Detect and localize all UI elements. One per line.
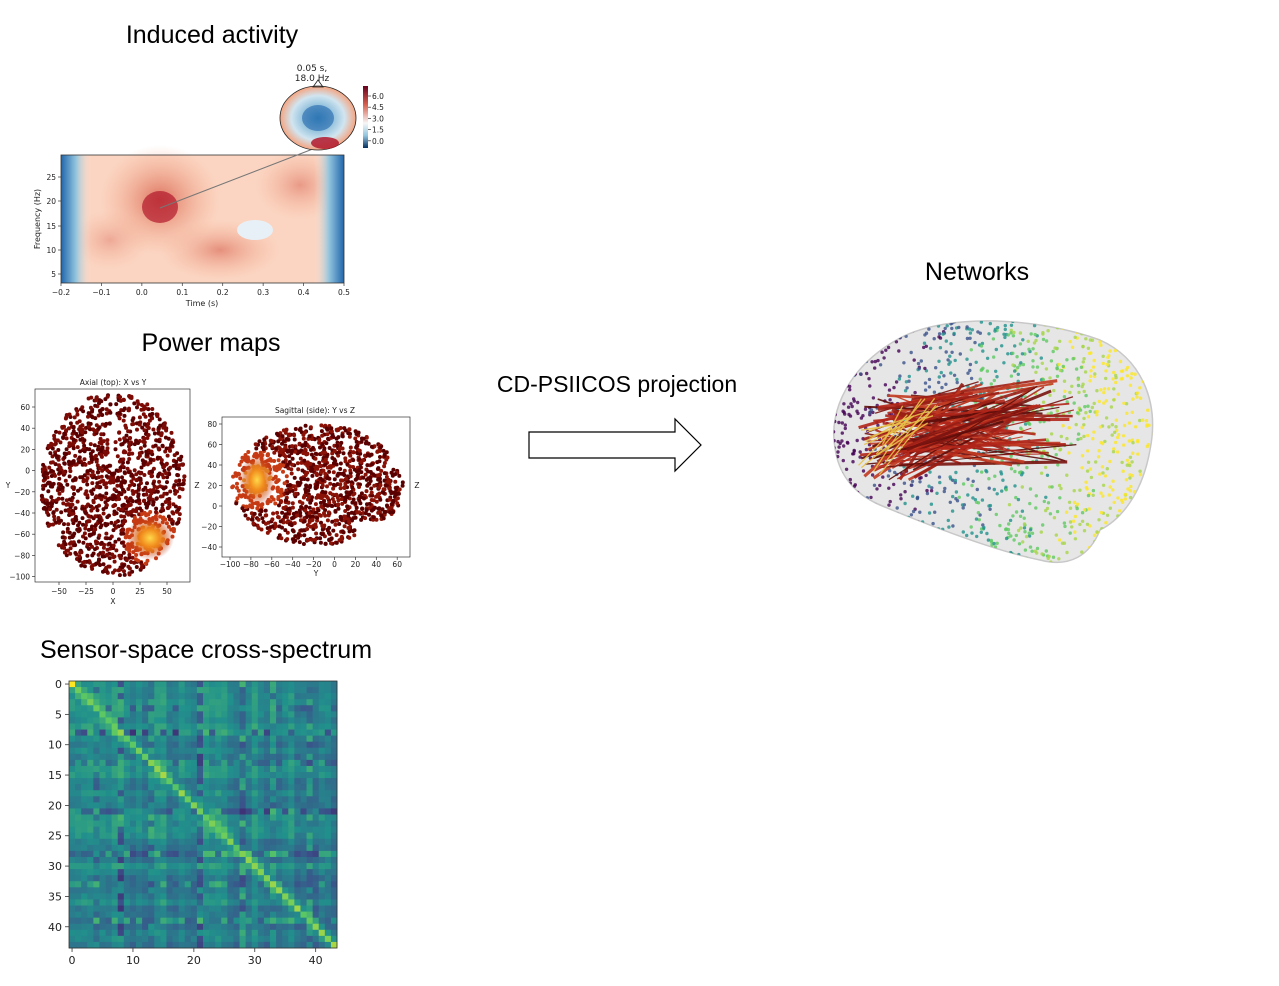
colorbar xyxy=(363,86,368,148)
tfr-ytick: 10 xyxy=(46,246,56,255)
axial-ytick: 20 xyxy=(20,445,30,454)
sagittal-xtick: −60 xyxy=(264,560,280,569)
axial-xlabel: X xyxy=(110,597,115,606)
cross-ytick: 40 xyxy=(48,921,62,934)
cross-xtick: 40 xyxy=(309,954,323,967)
sagittal-xtick: −80 xyxy=(243,560,259,569)
topo-label-time: 0.05 s, xyxy=(297,64,327,74)
colorbar-tick: 1.5 xyxy=(372,126,384,135)
sagittal-xtick: −40 xyxy=(285,560,301,569)
axial-ytick: −20 xyxy=(14,488,30,497)
sagittal-right-label: Z xyxy=(414,481,419,490)
axial-xtick: 25 xyxy=(135,587,145,596)
axial-ytick: −100 xyxy=(9,573,30,582)
axial-ytick: −60 xyxy=(14,530,30,539)
tfr-xtick: 0.5 xyxy=(338,288,350,297)
tfr-xtick: 0.2 xyxy=(217,288,229,297)
sagittal-ytick: 60 xyxy=(207,441,217,450)
topo-label-freq: 18.0 Hz xyxy=(295,74,330,84)
cross-ytick: 10 xyxy=(48,739,62,752)
sagittal-ytick: 0 xyxy=(212,502,217,511)
colorbar-tick: 0.0 xyxy=(372,137,384,146)
cross-spectrum-title: Sensor-space cross-spectrum xyxy=(39,636,373,664)
cross-ytick: 5 xyxy=(55,708,62,721)
cross-ytick: 30 xyxy=(48,860,62,873)
tfr-ytick: 5 xyxy=(51,270,56,279)
topomap xyxy=(279,79,357,151)
cross-ytick: 0 xyxy=(55,678,62,691)
sagittal-ytick: 80 xyxy=(207,420,217,429)
cross-xtick: 0 xyxy=(69,954,76,967)
tfr-xtick: 0.3 xyxy=(257,288,269,297)
cross-ytick: 35 xyxy=(48,890,62,903)
sagittal-ytick: −20 xyxy=(201,523,217,532)
tfr-xtick: 0.0 xyxy=(136,288,148,297)
tfr-xtick: −0.1 xyxy=(92,288,110,297)
axial-xtick: 0 xyxy=(111,587,116,596)
axial-ytick: 0 xyxy=(25,467,30,476)
tfr-xlabel: Time (s) xyxy=(185,299,219,308)
tfr-xtick: 0.1 xyxy=(176,288,188,297)
cross-xtick: 10 xyxy=(126,954,140,967)
cross-xtick: 20 xyxy=(187,954,201,967)
axial-ytick: −80 xyxy=(14,551,30,560)
colorbar-tick: 3.0 xyxy=(372,114,384,123)
sagittal-xtick: −100 xyxy=(220,560,241,569)
cross-ytick: 20 xyxy=(48,799,62,812)
induced-activity-title: Induced activity xyxy=(125,21,299,49)
sagittal-xtick: 40 xyxy=(372,560,382,569)
network-edges xyxy=(858,379,1077,481)
axial-ytick: 60 xyxy=(20,403,30,412)
axial-xtick: −25 xyxy=(78,587,94,596)
tfr-ytick: 15 xyxy=(46,222,56,231)
projection-label: CD-PSIICOS projection xyxy=(496,371,738,397)
power-maps-title: Power maps xyxy=(141,329,281,357)
sagittal-xtick: 60 xyxy=(392,560,402,569)
axial-ytick: −40 xyxy=(14,509,30,518)
colorbar-tick: 6.0 xyxy=(372,92,384,101)
axial-ylabel: Y xyxy=(5,481,11,490)
sagittal-xtick: 0 xyxy=(332,560,337,569)
sagittal-xlabel: Y xyxy=(313,569,319,578)
axial-ytick: 40 xyxy=(20,424,30,433)
networks-title: Networks xyxy=(924,258,1030,286)
sagittal-ytick: 20 xyxy=(207,482,217,491)
sagittal-ytick: −40 xyxy=(201,543,217,552)
axial-hotspot xyxy=(126,516,174,560)
sagittal-ytick: 40 xyxy=(207,461,217,470)
sagittal-hotspot xyxy=(239,454,275,506)
tfr-ylabel: Frequency (Hz) xyxy=(33,189,42,249)
cross-xtick: 30 xyxy=(248,954,262,967)
axial-xtick: −50 xyxy=(51,587,67,596)
axial-title: Axial (top): X vs Y xyxy=(80,378,147,387)
axial-xtick: 50 xyxy=(162,587,172,596)
tfr-ytick: 20 xyxy=(46,197,56,206)
sagittal-xtick: 20 xyxy=(351,560,361,569)
colorbar-tick: 4.5 xyxy=(372,103,384,112)
sagittal-xtick: −20 xyxy=(306,560,322,569)
tfr-ytick: 25 xyxy=(46,173,56,182)
cross-ytick: 15 xyxy=(48,769,62,782)
tfr-xtick: −0.2 xyxy=(52,288,70,297)
cross-ytick: 25 xyxy=(48,830,62,843)
sagittal-ylabel: Z xyxy=(194,481,199,490)
tfr-xtick: 0.4 xyxy=(298,288,310,297)
sagittal-title: Sagittal (side): Y vs Z xyxy=(275,406,355,415)
